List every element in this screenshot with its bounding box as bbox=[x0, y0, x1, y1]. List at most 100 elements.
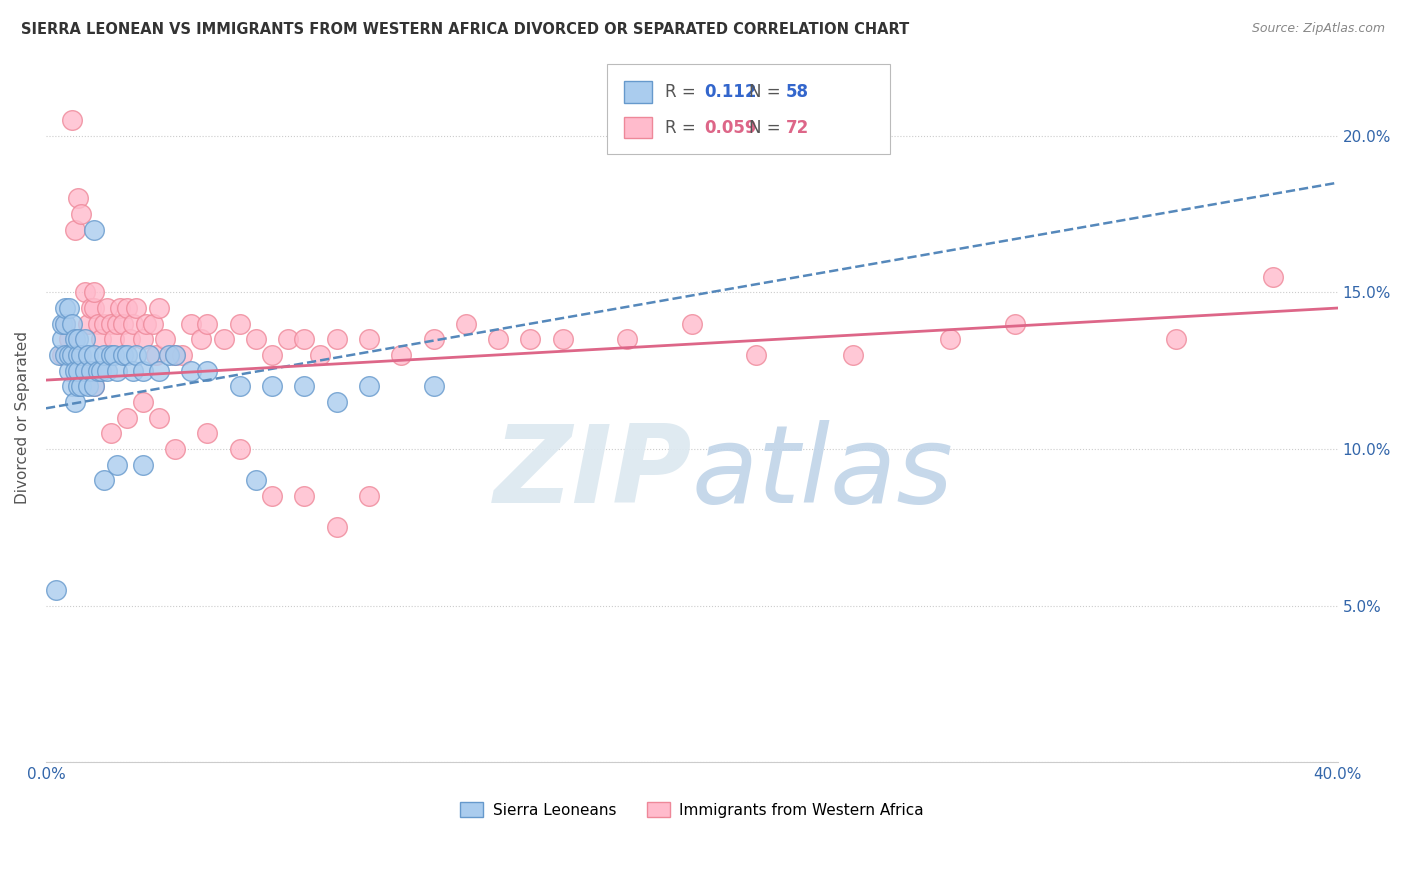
Point bbox=[190, 332, 212, 346]
Text: 72: 72 bbox=[786, 119, 810, 136]
Point bbox=[148, 364, 170, 378]
Point bbox=[229, 317, 252, 331]
Point bbox=[90, 364, 112, 378]
Point bbox=[63, 364, 86, 378]
Point bbox=[80, 301, 103, 315]
Point bbox=[138, 348, 160, 362]
Point bbox=[58, 332, 80, 346]
Point bbox=[63, 395, 86, 409]
Point bbox=[73, 364, 96, 378]
Point bbox=[309, 348, 332, 362]
Point bbox=[86, 364, 108, 378]
Point bbox=[60, 379, 83, 393]
Point bbox=[148, 301, 170, 315]
Point bbox=[1263, 269, 1285, 284]
Point bbox=[60, 348, 83, 362]
Point bbox=[110, 301, 132, 315]
Point bbox=[70, 379, 93, 393]
Point bbox=[53, 317, 76, 331]
Point bbox=[115, 348, 138, 362]
Point bbox=[58, 301, 80, 315]
Point bbox=[165, 348, 187, 362]
Point bbox=[73, 332, 96, 346]
Point bbox=[80, 364, 103, 378]
Point bbox=[70, 348, 93, 362]
Point bbox=[67, 348, 90, 362]
Point bbox=[83, 285, 105, 300]
Point bbox=[90, 332, 112, 346]
Point bbox=[180, 317, 202, 331]
Point bbox=[519, 332, 541, 346]
Point bbox=[70, 207, 93, 221]
Point bbox=[357, 379, 380, 393]
Point bbox=[77, 317, 100, 331]
Point bbox=[122, 364, 145, 378]
Point bbox=[132, 458, 155, 472]
Point bbox=[112, 348, 135, 362]
Point bbox=[681, 317, 703, 331]
Point bbox=[58, 364, 80, 378]
Point bbox=[357, 489, 380, 503]
Point bbox=[170, 348, 193, 362]
Point bbox=[292, 332, 315, 346]
Point bbox=[48, 348, 70, 362]
Text: atlas: atlas bbox=[692, 420, 953, 525]
Point bbox=[165, 442, 187, 456]
Point bbox=[325, 332, 347, 346]
Point bbox=[197, 317, 219, 331]
Point bbox=[100, 348, 122, 362]
Point bbox=[51, 348, 73, 362]
Point bbox=[105, 364, 128, 378]
Point bbox=[60, 113, 83, 128]
Point bbox=[83, 222, 105, 236]
Point bbox=[132, 332, 155, 346]
Point bbox=[125, 348, 148, 362]
Point bbox=[105, 317, 128, 331]
Legend: Sierra Leoneans, Immigrants from Western Africa: Sierra Leoneans, Immigrants from Western… bbox=[454, 796, 929, 823]
Point bbox=[422, 332, 444, 346]
Point bbox=[67, 364, 90, 378]
Text: 0.112: 0.112 bbox=[704, 83, 756, 101]
Point bbox=[100, 317, 122, 331]
Point bbox=[67, 332, 90, 346]
Point bbox=[63, 222, 86, 236]
Point bbox=[93, 317, 115, 331]
Point bbox=[155, 332, 177, 346]
Point bbox=[145, 348, 167, 362]
Point bbox=[165, 348, 187, 362]
Point bbox=[325, 520, 347, 534]
Point bbox=[51, 332, 73, 346]
Point bbox=[83, 379, 105, 393]
Point bbox=[141, 317, 163, 331]
Point bbox=[53, 348, 76, 362]
Point bbox=[277, 332, 299, 346]
Point bbox=[454, 317, 477, 331]
Point bbox=[51, 317, 73, 331]
Text: SIERRA LEONEAN VS IMMIGRANTS FROM WESTERN AFRICA DIVORCED OR SEPARATED CORRELATI: SIERRA LEONEAN VS IMMIGRANTS FROM WESTER… bbox=[21, 22, 910, 37]
Point bbox=[96, 301, 118, 315]
Text: N =: N = bbox=[749, 83, 786, 101]
Text: ZIP: ZIP bbox=[494, 420, 692, 526]
Point bbox=[53, 317, 76, 331]
Point bbox=[115, 410, 138, 425]
Text: N =: N = bbox=[749, 119, 786, 136]
Point bbox=[389, 348, 412, 362]
Point bbox=[58, 348, 80, 362]
Point bbox=[357, 332, 380, 346]
Point bbox=[132, 364, 155, 378]
Point bbox=[100, 426, 122, 441]
Point bbox=[292, 379, 315, 393]
Point bbox=[96, 364, 118, 378]
Point bbox=[229, 442, 252, 456]
Y-axis label: Divorced or Separated: Divorced or Separated bbox=[15, 331, 30, 504]
Point bbox=[551, 332, 574, 346]
Point bbox=[115, 301, 138, 315]
Point bbox=[292, 489, 315, 503]
Point bbox=[157, 348, 180, 362]
Point bbox=[245, 474, 267, 488]
Point bbox=[229, 379, 252, 393]
Point bbox=[73, 285, 96, 300]
Text: R =: R = bbox=[665, 83, 702, 101]
Point bbox=[260, 379, 283, 393]
Point bbox=[197, 426, 219, 441]
